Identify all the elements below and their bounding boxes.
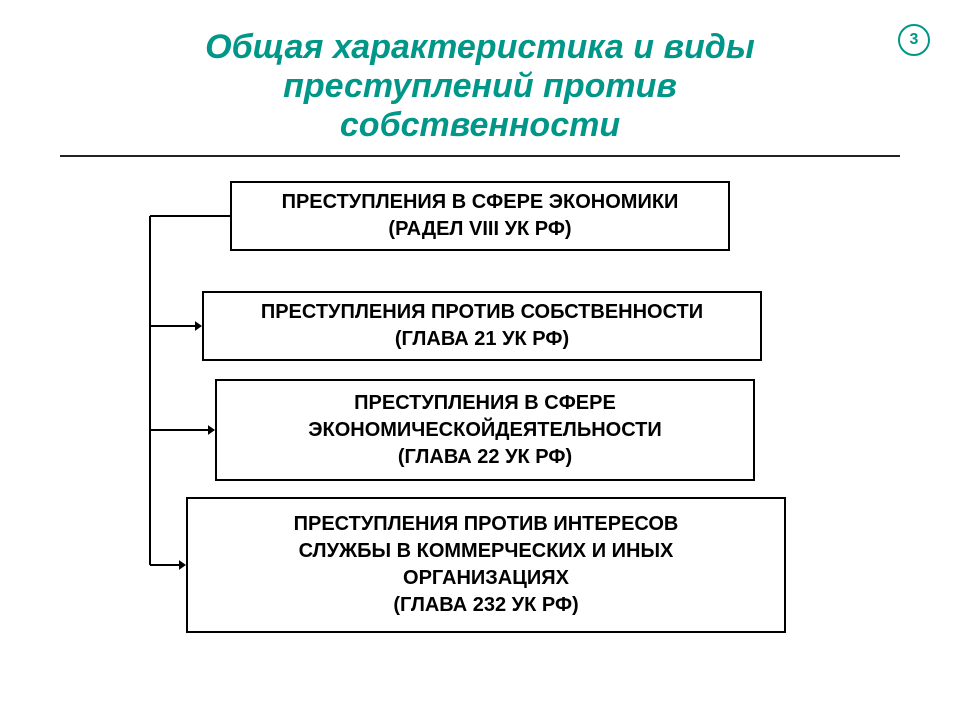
box-line: СЛУЖБЫ В КОММЕРЧЕСКИХ И ИНЫХ [299, 538, 674, 565]
box-line: ПРЕСТУПЛЕНИЯ В СФЕРЕ [354, 390, 616, 417]
box-line: (ГЛАВА 22 УК РФ) [398, 444, 572, 471]
box-chapter-21: ПРЕСТУПЛЕНИЯ ПРОТИВ СОБСТВЕННОСТИ(ГЛАВА … [202, 291, 762, 361]
box-root: ПРЕСТУПЛЕНИЯ В СФЕРЕ ЭКОНОМИКИ(РАДЕЛ VII… [230, 181, 730, 251]
box-line: (РАДЕЛ VIII УК РФ) [388, 216, 571, 243]
box-line: (ГЛАВА 232 УК РФ) [393, 592, 578, 619]
box-line: ОРГАНИЗАЦИЯХ [403, 565, 569, 592]
title-line-1: Общая характеристика и виды [205, 28, 755, 66]
box-chapter-22: ПРЕСТУПЛЕНИЯ В СФЕРЕЭКОНОМИЧЕСКОЙДЕЯТЕЛЬ… [215, 379, 755, 481]
box-chapter-232: ПРЕСТУПЛЕНИЯ ПРОТИВ ИНТЕРЕСОВСЛУЖБЫ В КО… [186, 497, 786, 633]
title-line-2: преступлений против [283, 67, 677, 105]
title-underline [60, 155, 900, 157]
title-line-3: собственности [340, 106, 620, 144]
box-line: (ГЛАВА 21 УК РФ) [395, 326, 569, 353]
diagram-area: ПРЕСТУПЛЕНИЯ В СФЕРЕ ЭКОНОМИКИ(РАДЕЛ VII… [0, 181, 960, 721]
slide-title: Общая характеристика и виды преступлений… [0, 0, 960, 145]
box-line: ПРЕСТУПЛЕНИЯ ПРОТИВ СОБСТВЕННОСТИ [261, 299, 703, 326]
box-line: ЭКОНОМИЧЕСКОЙДЕЯТЕЛЬНОСТИ [308, 417, 661, 444]
page-number: 3 [910, 31, 919, 49]
box-line: ПРЕСТУПЛЕНИЯ В СФЕРЕ ЭКОНОМИКИ [282, 189, 679, 216]
page-number-badge: 3 [898, 24, 930, 56]
box-line: ПРЕСТУПЛЕНИЯ ПРОТИВ ИНТЕРЕСОВ [294, 511, 679, 538]
